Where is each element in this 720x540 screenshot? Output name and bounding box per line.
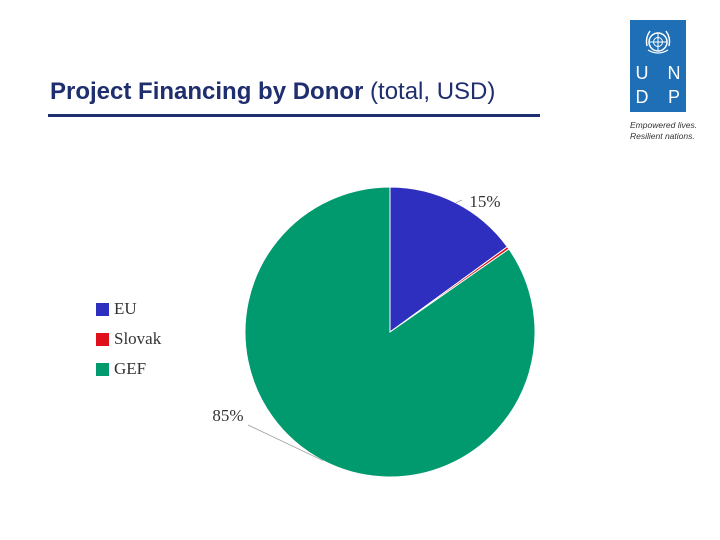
leader-line-gef [247,424,324,461]
logo-letter: P [667,87,680,107]
undp-logo: U N D P Empowered lives. Resilient natio… [630,20,697,142]
pie-leader-lines [247,199,463,461]
legend-label: EU [114,299,137,318]
chart-title: Project Financing by Donor (total, USD) [50,78,495,106]
title-underline [48,114,540,117]
logo-tagline: Empowered lives. Resilient nations. [630,120,710,142]
data-label-eu: 15% [469,192,500,211]
legend-label: GEF [114,359,147,378]
legend: EU Slovak GEF [96,294,161,384]
legend-item-gef: GEF [96,354,161,384]
pie-slice-gef [244,186,536,478]
legend-swatch [96,302,109,316]
chart-title-suffix: (total, USD) [363,78,496,105]
data-label-gef: 85% [212,406,243,425]
legend-item-eu: EU [96,294,161,324]
legend-swatch [96,332,109,346]
logo-tagline-line: Resilient nations. [630,131,695,141]
logo-letter: D [635,87,649,107]
pie-data-labels: 15% 85% [212,192,500,425]
logo-letter: U [635,63,649,83]
pie-slice-eu [389,186,509,333]
legend-label: Slovak [114,329,162,348]
logo-letter: N [667,63,681,83]
legend-item-slovak: Slovak [96,324,161,354]
chart-title-main: Project Financing by Donor [50,78,364,105]
un-emblem-icon [645,30,671,54]
logo-mark: U N D P [630,20,686,112]
logo-tagline-line: Empowered lives. [630,120,698,130]
pie-slices [244,186,536,478]
legend-swatch [96,362,109,376]
leader-line-eu [455,199,463,204]
logo-letters: U N D P [634,62,682,108]
